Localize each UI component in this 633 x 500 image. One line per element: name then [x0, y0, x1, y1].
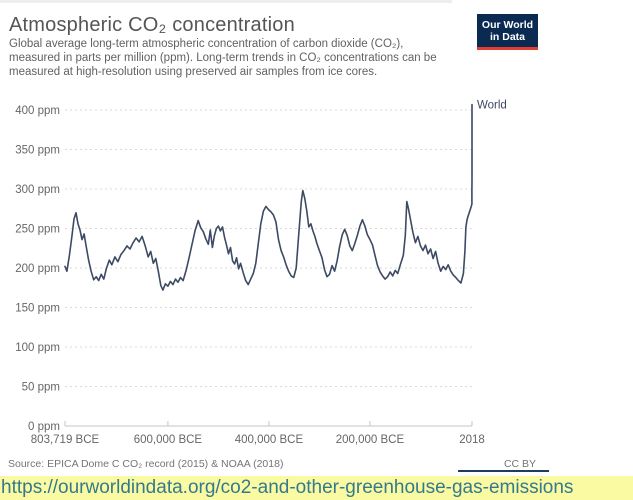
- source-note: Source: EPICA Dome C CO₂ record (2015) &…: [8, 458, 284, 470]
- subtitle-line-1: Global average long-term atmospheric con…: [9, 38, 404, 50]
- subtitle-line-2: measured in parts per million (ppm). Lon…: [9, 51, 437, 64]
- owid-logo-line-1: Our World: [481, 18, 534, 31]
- url-link[interactable]: https://ourworldindata.org/co2-and-other…: [1, 477, 574, 498]
- cc-by-link[interactable]: CC BY: [503, 458, 537, 470]
- url-bar: https://ourworldindata.org/co2-and-other…: [0, 476, 633, 500]
- chart-x-axis: 803,719 BCE 600,000 BCE 400,000 BCE 200,000…: [31, 421, 485, 446]
- x-tick-label-3: 200,000 BCE: [336, 434, 405, 446]
- y-tick-label-0: 0 ppm: [28, 421, 60, 433]
- chart-subtitle: Global average long-term atmospheric con…: [9, 38, 437, 79]
- world-series-line: [64, 103, 473, 291]
- chart-gridlines: [65, 109, 472, 427]
- y-tick-label-250: 250 ppm: [15, 224, 60, 236]
- x-tick-label-1: 600,000 BCE: [134, 434, 203, 446]
- y-tick-label-50: 50 ppm: [22, 382, 60, 394]
- owid-logo-line-2: in Data: [489, 30, 525, 43]
- x-tick-label-4: 2018: [459, 434, 485, 446]
- subtitle-line-3: measured at high-resolution using preser…: [9, 65, 378, 78]
- page-title: Atmospheric CO₂ concentration: [9, 14, 295, 36]
- chart-y-axis-labels: 0 ppm 50 ppm 100 ppm 150 ppm 200 ppm 250 ppm 3…: [15, 105, 60, 433]
- y-tick-label-100: 100 ppm: [15, 342, 60, 354]
- world-series-label: World: [477, 99, 507, 111]
- x-tick-label-2: 400,000 BCE: [235, 434, 304, 446]
- co2-line-chart: 0 ppm 50 ppm 100 ppm 150 ppm 200 ppm 250 ppm 3…: [15, 99, 507, 446]
- cc-by-underline: [458, 470, 549, 472]
- x-tick-label-0: 803,719 BCE: [31, 434, 100, 446]
- owid-logo[interactable]: Our World in Data: [477, 14, 538, 50]
- y-tick-label-300: 300 ppm: [15, 184, 60, 196]
- top-strip: [0, 0, 452, 3]
- y-tick-label-200: 200 ppm: [15, 263, 60, 275]
- y-tick-label-350: 350 ppm: [15, 145, 60, 157]
- y-tick-label-150: 150 ppm: [15, 303, 60, 315]
- y-tick-label-400: 400 ppm: [15, 105, 60, 117]
